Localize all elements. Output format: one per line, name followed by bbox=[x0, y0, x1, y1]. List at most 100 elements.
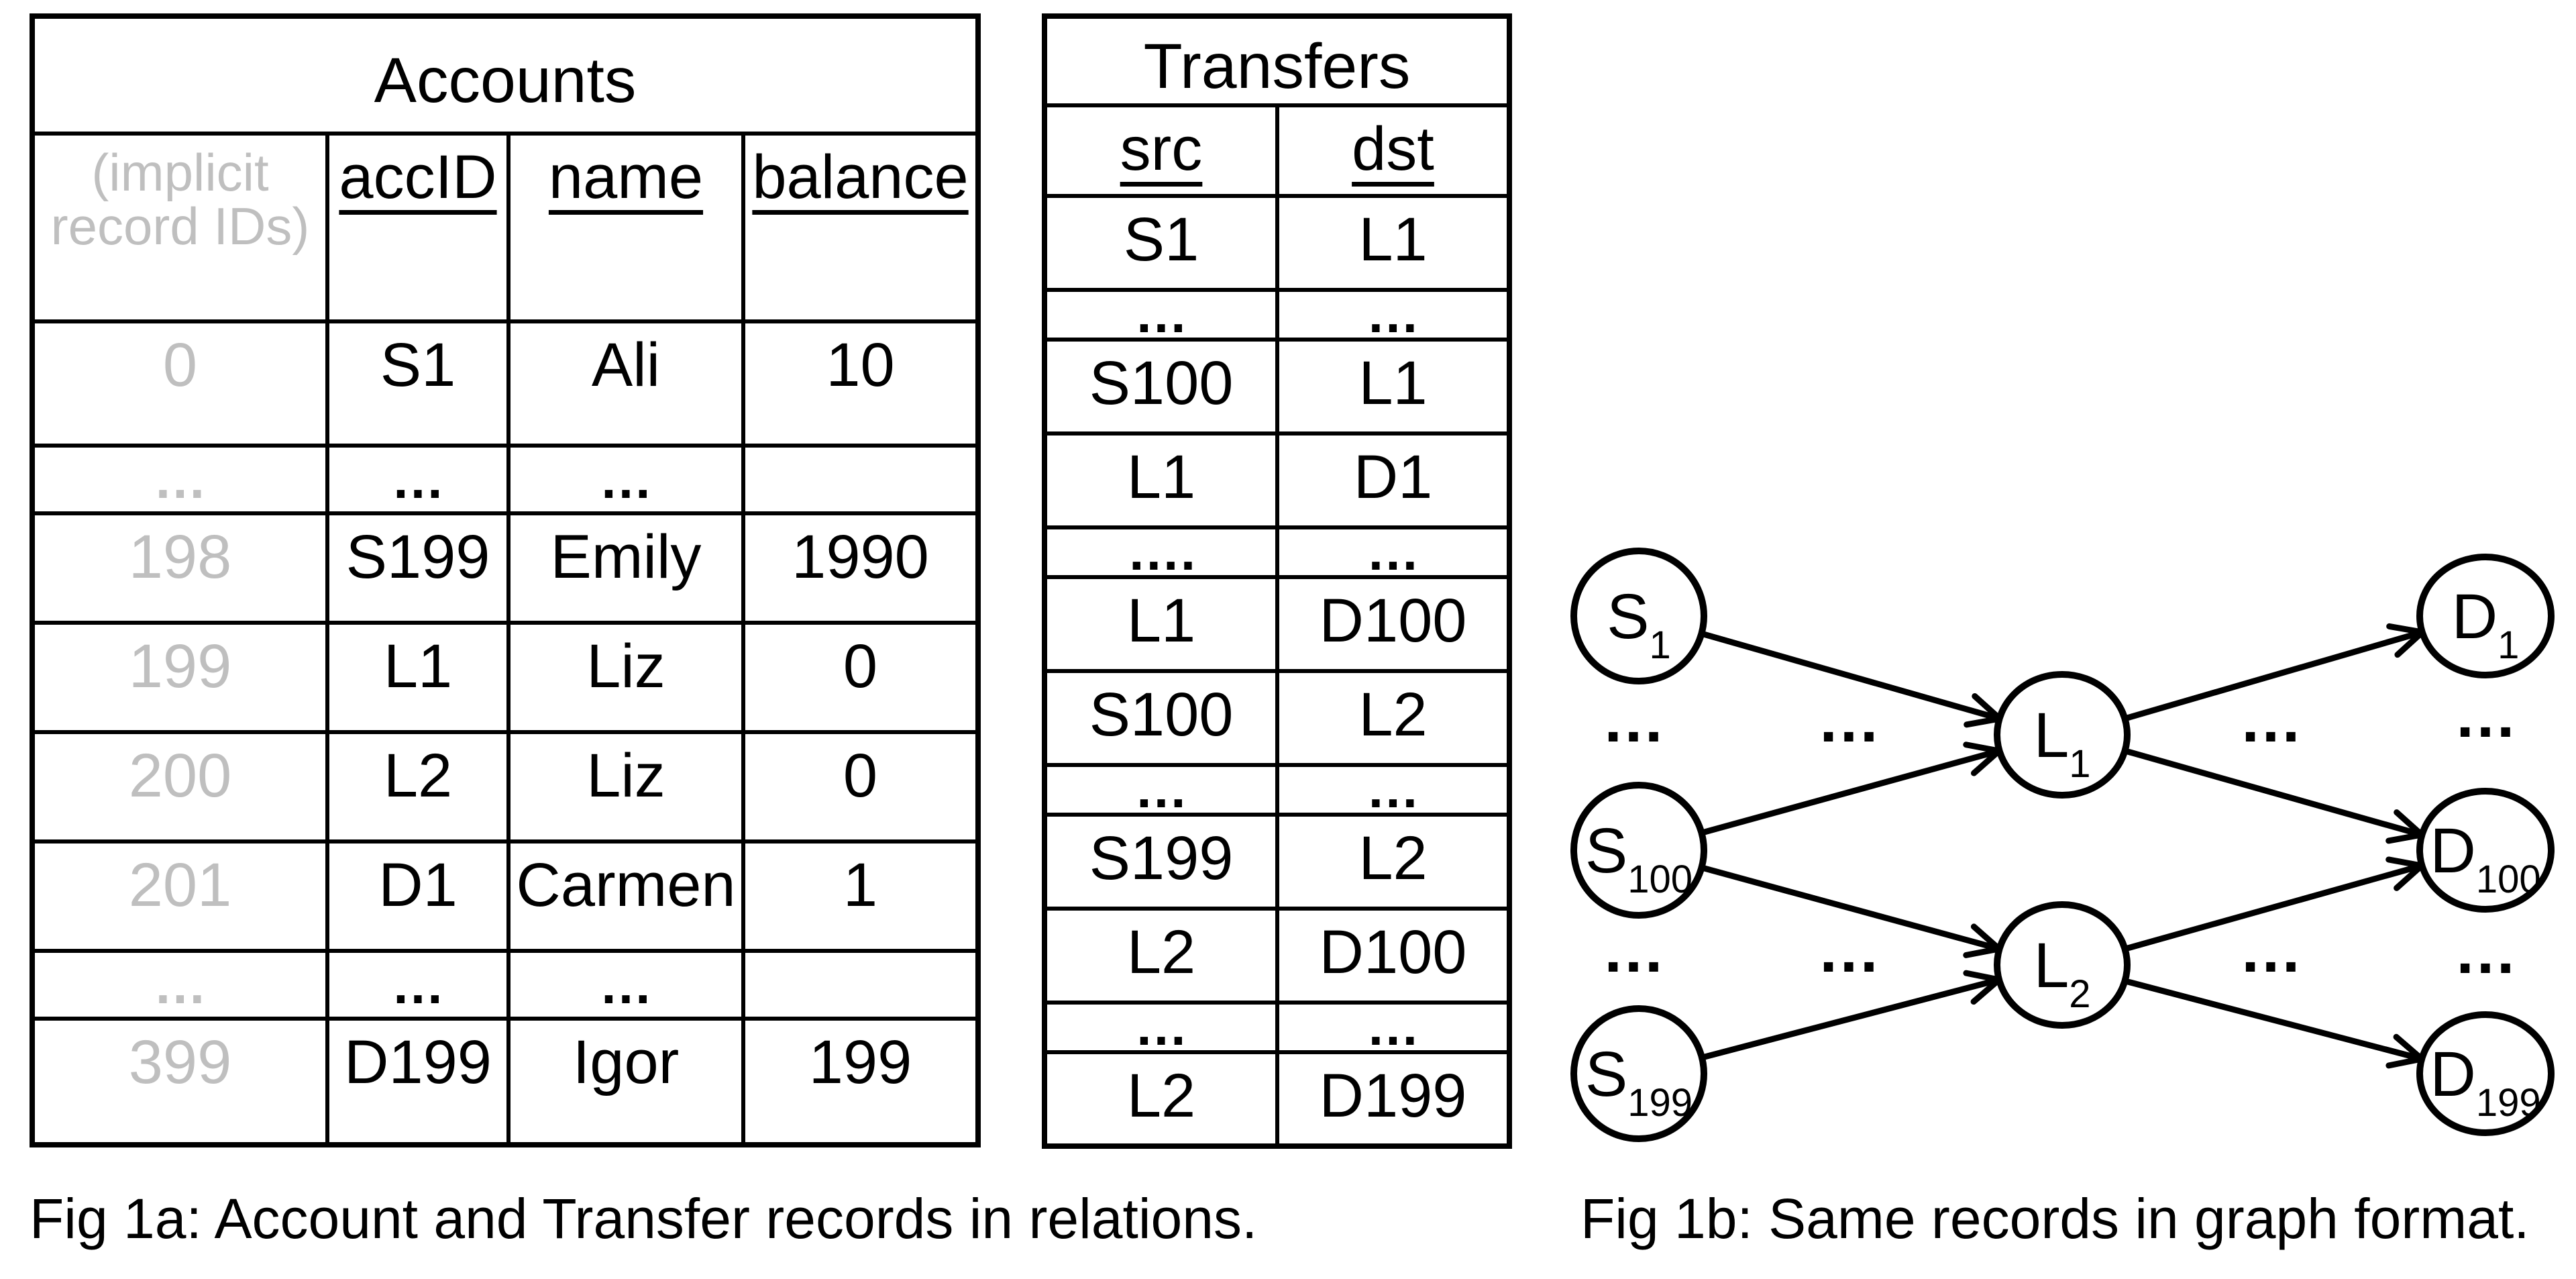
table-row-ellipsis: … … bbox=[1042, 763, 1511, 817]
accounts-title: Accounts bbox=[30, 14, 981, 136]
accid-cell: S1 bbox=[325, 319, 511, 448]
transfers-title-row: Transfers bbox=[1042, 14, 1511, 107]
edge-L2-D199 bbox=[2124, 978, 2425, 1069]
node-S199-main: S bbox=[1585, 1039, 1627, 1110]
node-S1-main: S bbox=[1607, 581, 1649, 652]
name-cell: … bbox=[506, 949, 745, 1021]
accounts-header-row: (implicit record IDs) accID name balance bbox=[30, 132, 981, 323]
table-row: S199 L2 bbox=[1042, 813, 1511, 911]
balance-cell bbox=[741, 949, 981, 1021]
src-cell: S100 bbox=[1042, 338, 1279, 436]
name-cell: Liz bbox=[506, 730, 745, 843]
name-cell: Igor bbox=[506, 1017, 745, 1147]
record-id-cell: 399 bbox=[30, 1017, 329, 1147]
node-S100-circle bbox=[1570, 782, 1707, 919]
src-cell: L1 bbox=[1042, 431, 1279, 529]
accounts-header-name: name bbox=[506, 132, 745, 323]
dst-cell: D199 bbox=[1275, 1050, 1511, 1148]
node-S100-sub: 100 bbox=[1627, 858, 1693, 901]
balance-cell: 1 bbox=[741, 839, 981, 953]
record-id-cell: … bbox=[30, 444, 329, 515]
edge-S100-L1 bbox=[1701, 741, 2002, 836]
graph-ellipsis-right-2: … bbox=[2454, 916, 2518, 987]
src-cell: L2 bbox=[1042, 907, 1279, 1005]
table-row: 200 L2 Liz 0 bbox=[30, 730, 981, 843]
node-S1-label: S1 bbox=[1607, 581, 1671, 667]
src-cell: S1 bbox=[1042, 194, 1279, 292]
name-cell: … bbox=[506, 444, 745, 515]
node-L2-sub: 2 bbox=[2069, 972, 2090, 1016]
accid-cell: L2 bbox=[325, 730, 511, 843]
src-cell: S199 bbox=[1042, 813, 1279, 911]
accid-cell: D1 bbox=[325, 839, 511, 953]
dst-cell: … bbox=[1275, 763, 1511, 817]
node-D199-label: D199 bbox=[2430, 1039, 2540, 1125]
dst-cell: L1 bbox=[1275, 194, 1511, 292]
src-cell: L1 bbox=[1042, 575, 1279, 673]
node-L2-main: L bbox=[2033, 930, 2069, 1001]
accounts-header-balance: balance bbox=[741, 132, 981, 323]
node-S1-sub: 1 bbox=[1650, 623, 1671, 667]
dst-cell: … bbox=[1275, 288, 1511, 342]
record-id-cell: … bbox=[30, 949, 329, 1021]
table-row: L1 D100 bbox=[1042, 575, 1511, 673]
node-D199-circle bbox=[2416, 1011, 2555, 1136]
table-row-ellipsis: … … … bbox=[30, 949, 981, 1021]
node-L2-circle bbox=[1994, 901, 2131, 1029]
accid-cell: S199 bbox=[325, 511, 511, 625]
table-row: 198 S199 Emily 1990 bbox=[30, 511, 981, 625]
accounts-header-name-label: name bbox=[548, 143, 704, 211]
accounts-title-row: Accounts bbox=[30, 14, 981, 136]
node-S100-label: S100 bbox=[1585, 815, 1693, 901]
record-id-cell: 199 bbox=[30, 621, 329, 734]
record-id-cell: 198 bbox=[30, 511, 329, 625]
dst-cell: D100 bbox=[1275, 575, 1511, 673]
src-cell: … bbox=[1042, 288, 1279, 342]
table-row: 399 D199 Igor 199 bbox=[30, 1017, 981, 1147]
transfers-header-row: src dst bbox=[1042, 103, 1511, 198]
accid-cell: L1 bbox=[325, 621, 511, 734]
node-S199-circle bbox=[1570, 1005, 1707, 1142]
transfers-header-dst-label: dst bbox=[1352, 115, 1434, 183]
records-graph: S1 S100 S199 L1 L2 D1 D100 D199 … … … … … bbox=[1570, 548, 2555, 1142]
src-cell: L2 bbox=[1042, 1050, 1279, 1148]
node-L2-label: L2 bbox=[2033, 930, 2090, 1016]
balance-cell bbox=[741, 444, 981, 515]
graph-ellipsis-left-2: … bbox=[1602, 915, 1666, 986]
table-row-ellipsis: … … … bbox=[30, 444, 981, 515]
edge-S100-L2 bbox=[1701, 864, 2002, 958]
dst-cell: … bbox=[1275, 525, 1511, 579]
record-id-cell: 200 bbox=[30, 730, 329, 843]
src-cell: …. bbox=[1042, 525, 1279, 579]
dst-cell: D100 bbox=[1275, 907, 1511, 1005]
balance-cell: 1990 bbox=[741, 511, 981, 625]
node-L1-sub: 1 bbox=[2069, 742, 2090, 786]
edge-L2-D100 bbox=[2124, 856, 2425, 952]
name-cell: Ali bbox=[506, 319, 745, 448]
accounts-header-balance-label: balance bbox=[752, 143, 969, 211]
transfers-table: Transfers src dst S1 L1 … … S100 L1 L1 D… bbox=[1042, 13, 1512, 1149]
dst-cell: L2 bbox=[1275, 669, 1511, 767]
node-L1-main: L bbox=[2033, 700, 2069, 771]
node-D199-sub: 199 bbox=[2476, 1081, 2541, 1125]
table-row: S1 L1 bbox=[1042, 194, 1511, 292]
name-cell: Liz bbox=[506, 621, 745, 734]
accounts-header-accid: accID bbox=[325, 132, 511, 323]
dst-cell: … bbox=[1275, 1001, 1511, 1054]
node-D199-main: D bbox=[2430, 1039, 2476, 1110]
accid-cell: … bbox=[325, 444, 511, 515]
node-D100-label: D100 bbox=[2430, 815, 2540, 901]
dst-cell: L1 bbox=[1275, 338, 1511, 436]
node-D100-circle bbox=[2416, 788, 2555, 913]
name-cell: Carmen bbox=[506, 839, 745, 953]
dst-cell: L2 bbox=[1275, 813, 1511, 911]
node-D1-circle bbox=[2416, 554, 2555, 678]
table-row-ellipsis: … … bbox=[1042, 1001, 1511, 1054]
name-cell: Emily bbox=[506, 511, 745, 625]
accounts-header-accid-label: accID bbox=[339, 143, 497, 211]
node-D1-label: D1 bbox=[2452, 581, 2520, 667]
table-row: L2 D199 bbox=[1042, 1050, 1511, 1148]
balance-cell: 199 bbox=[741, 1017, 981, 1147]
graph-ellipsis-midleft-2: … bbox=[1817, 915, 1881, 986]
